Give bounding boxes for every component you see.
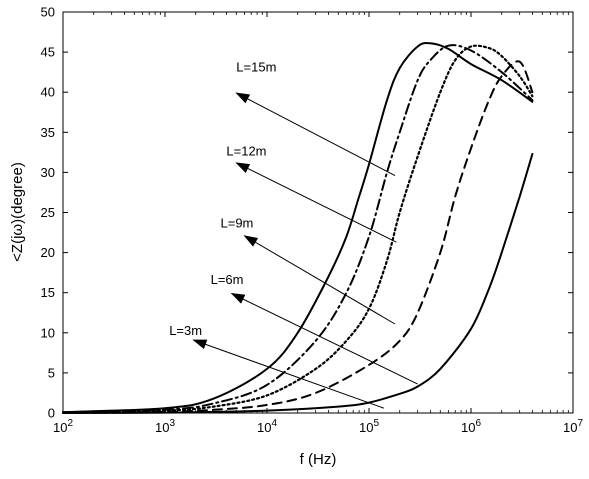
y-tick-label: 20 [41,245,55,260]
y-tick-label: 5 [48,365,55,380]
x-tick-label: 102 [53,418,73,435]
series-line-l-15m [62,42,534,414]
annotation-arrow-l-6m [230,293,418,385]
annotation-label-l-3m: L=3m [169,323,202,338]
series-line-l-9m [61,44,534,414]
series-line-l-12m [62,44,534,414]
series-layer [61,42,534,414]
x-tick-label: 104 [257,418,277,435]
axes-layer: 102 103 104 105 106 107 0 5 10 15 20 25 30 35 40 45 50 [41,5,584,436]
y-tick-label: 0 [48,406,55,421]
y-tick-label: 35 [41,125,55,140]
y-tick-label: 10 [41,325,55,340]
annotation-label-l-15m: L=15m [236,59,276,74]
annotation-arrow-l-12m [235,162,397,243]
annotation-layer: L=15m L=12m L=9m L=6m L=3m [169,59,418,409]
x-tick-label: 107 [563,418,583,435]
x-tick-label: 103 [155,418,175,435]
y-axis-title: <Z(jω)(degree) [9,162,26,262]
y-tick-label: 30 [41,165,55,180]
annotation-label-l-12m: L=12m [226,144,266,159]
x-tick-label: 105 [359,418,379,435]
annotation-arrow-l-15m [235,92,396,177]
y-tick-label: 50 [41,5,55,20]
plot-frame [62,11,574,414]
x-tick-label: 106 [461,418,481,435]
y-tick-label: 40 [41,85,55,100]
annotation-label-l-9m: L=9m [221,216,254,231]
series-line-l-6m [62,60,534,414]
y-tick-label: 45 [41,45,55,60]
x-axis-title: f (Hz) [300,451,337,468]
annotation-arrow-l-3m [192,339,385,409]
annotation-arrow-l-9m [243,235,396,325]
y-tick-label: 15 [41,285,55,300]
y-tick-label: 25 [41,205,55,220]
annotation-label-l-6m: L=6m [211,272,244,287]
series-line-l-3m [62,153,534,414]
